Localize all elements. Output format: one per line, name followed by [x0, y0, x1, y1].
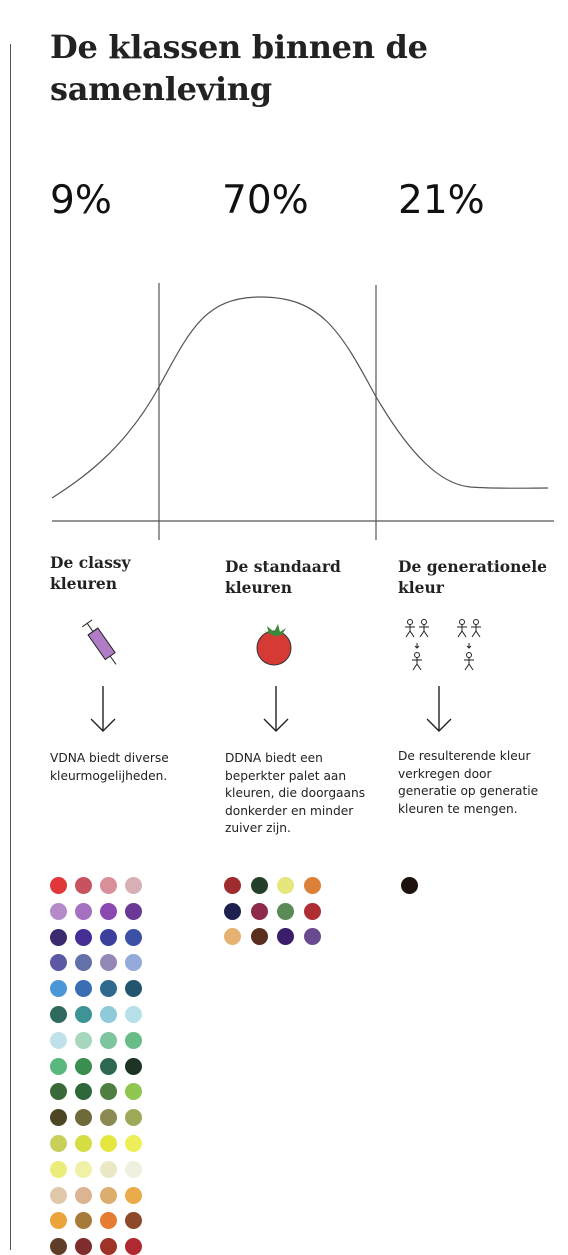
color-swatch-classy [100, 1186, 117, 1204]
color-swatch-classy [125, 877, 142, 894]
color-swatch-classy [75, 1109, 92, 1127]
color-swatch-classy [100, 1135, 117, 1152]
color-swatch-classy [100, 928, 117, 946]
color-swatch-classy [125, 1238, 142, 1255]
color-swatch-classy [50, 954, 67, 972]
left-margin-line [10, 44, 11, 1250]
column-title-standard-line2: kleuren [225, 578, 293, 597]
column-title-standard: De standaard kleuren [225, 556, 385, 598]
color-swatch-classy [50, 1238, 67, 1255]
column-title-classy-line2: kleuren [50, 574, 118, 593]
color-swatch-classy [75, 1238, 92, 1255]
color-swatch-standard [224, 928, 241, 945]
syringe-icon [82, 619, 117, 665]
color-swatch-classy [50, 1135, 67, 1152]
color-swatch-classy [100, 1238, 117, 1255]
color-swatch-classy [125, 1057, 142, 1075]
color-swatch-classy [50, 928, 67, 946]
color-swatch-classy [100, 980, 117, 998]
color-swatch-classy [125, 1186, 142, 1204]
description-classy: VDNA biedt diverse kleurmogelijheden. [50, 751, 169, 783]
color-swatch-classy [50, 1057, 67, 1075]
color-swatch-standard [224, 902, 241, 920]
color-swatch-classy [75, 1031, 92, 1049]
color-swatch-classy [50, 902, 67, 920]
color-swatch-classy [125, 980, 142, 998]
color-swatch-classy [50, 877, 67, 894]
color-swatch-classy [75, 980, 92, 998]
arrow-down-icon-generational [426, 686, 452, 732]
color-swatch-classy [125, 954, 142, 972]
color-swatch-standard [303, 902, 321, 920]
color-swatch-classy [125, 1031, 142, 1049]
color-swatch-classy [75, 1212, 92, 1230]
color-swatch-classy [75, 1006, 92, 1023]
color-swatch-classy [50, 1083, 67, 1101]
color-swatch-classy [75, 877, 92, 894]
color-swatch-generational [401, 877, 418, 894]
color-swatch-standard [277, 928, 294, 945]
color-swatch-classy [100, 1109, 117, 1127]
color-swatch-classy [100, 1160, 117, 1178]
color-swatch-classy [125, 1083, 142, 1101]
color-swatch-classy [100, 954, 117, 972]
color-swatch-classy [75, 954, 92, 972]
arrow-down-icon-classy [90, 686, 116, 732]
column-title-classy-line1: De classy [50, 553, 131, 572]
color-swatch-classy [125, 1135, 142, 1152]
percentage-classy: 9% [50, 178, 112, 223]
color-swatch-classy [125, 1160, 142, 1178]
color-swatch-classy [50, 980, 67, 998]
percentage-standard: 70% [222, 178, 309, 223]
column-title-generational-line2: kleur [398, 578, 444, 597]
color-swatch-classy [50, 1186, 67, 1204]
color-swatch-standard [303, 877, 321, 894]
color-swatch-classy [75, 1057, 92, 1075]
column-title-standard-line1: De standaard [225, 557, 341, 576]
color-swatch-classy [125, 902, 142, 920]
color-swatch-standard [277, 877, 294, 894]
color-swatch-classy [50, 1006, 67, 1023]
color-swatch-classy [100, 1057, 117, 1075]
color-swatch-standard [250, 928, 268, 945]
column-title-generational-line1: De generationele [398, 557, 548, 576]
color-swatch-standard [277, 902, 294, 920]
color-swatch-classy [50, 1212, 67, 1230]
color-swatch-standard [303, 928, 321, 945]
percentage-generational: 21% [398, 178, 485, 223]
color-swatch-classy [75, 902, 92, 920]
color-swatch-classy [75, 1186, 92, 1204]
color-swatch-classy [75, 928, 92, 946]
color-swatch-classy [100, 1083, 117, 1101]
color-swatch-classy [125, 1109, 142, 1127]
color-swatch-classy [100, 902, 117, 920]
color-swatch-classy [100, 1031, 117, 1049]
distribution-curve-diagram [51, 283, 554, 540]
bell-curve [51, 296, 549, 499]
color-swatch-classy [50, 1031, 67, 1049]
column-title-generational: De generationele kleur [398, 556, 558, 598]
color-swatch-classy [50, 1109, 67, 1127]
color-swatch-classy [50, 1160, 67, 1178]
family-tree-icon [405, 619, 481, 671]
color-swatch-classy [125, 1212, 142, 1230]
color-swatch-classy [75, 1135, 92, 1152]
color-swatch-standard [224, 877, 241, 894]
tomato-icon [256, 624, 292, 666]
color-swatch-classy [100, 1006, 117, 1023]
color-swatch-classy [75, 1083, 92, 1101]
color-swatch-classy [100, 877, 117, 894]
description-generational: De resulterende kleur verkregen door gen… [398, 749, 539, 816]
color-swatch-classy [100, 1212, 117, 1230]
page-title: De klassen binnen de samenleving [50, 28, 428, 108]
description-standard: DDNA biedt een beperkter palet aan kleur… [225, 751, 366, 835]
column-title-classy: De classy kleuren [50, 552, 210, 594]
color-swatch-classy [125, 928, 142, 946]
arrow-down-icon-standard [263, 686, 289, 732]
color-swatch-classy [125, 1006, 142, 1023]
color-swatch-standard [250, 902, 268, 920]
color-swatch-standard [250, 877, 268, 894]
color-swatch-classy [75, 1160, 92, 1178]
